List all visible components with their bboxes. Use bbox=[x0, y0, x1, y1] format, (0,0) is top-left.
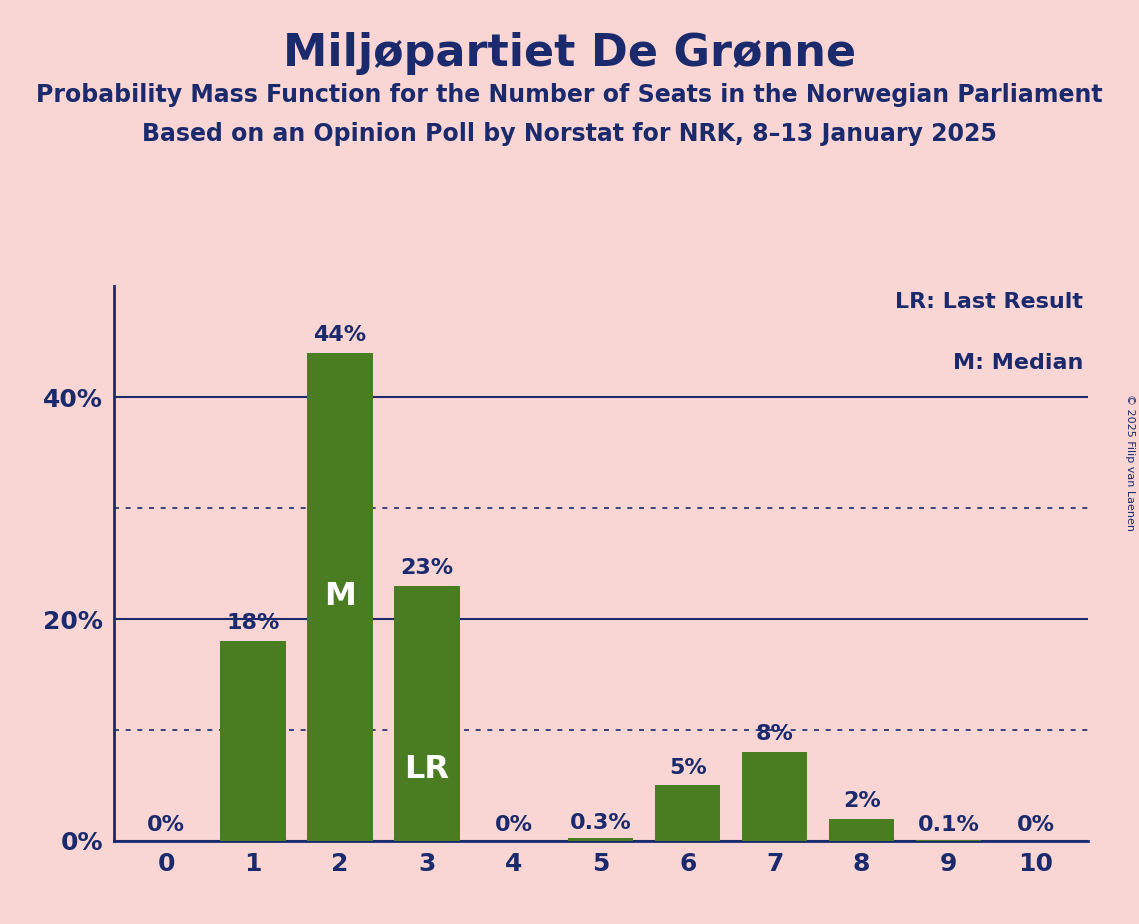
Bar bbox=[655, 785, 720, 841]
Text: M: M bbox=[323, 581, 355, 613]
Text: 0%: 0% bbox=[1017, 815, 1055, 835]
Text: 0%: 0% bbox=[494, 815, 533, 835]
Bar bbox=[568, 837, 633, 841]
Bar bbox=[221, 641, 286, 841]
Text: 0.3%: 0.3% bbox=[570, 813, 632, 833]
Bar bbox=[394, 586, 459, 841]
Text: LR: LR bbox=[404, 754, 450, 784]
Text: 8%: 8% bbox=[756, 724, 794, 745]
Text: 5%: 5% bbox=[669, 758, 706, 778]
Text: © 2025 Filip van Laenen: © 2025 Filip van Laenen bbox=[1125, 394, 1134, 530]
Bar bbox=[743, 752, 808, 841]
Text: 44%: 44% bbox=[313, 325, 367, 346]
Text: Based on an Opinion Poll by Norstat for NRK, 8–13 January 2025: Based on an Opinion Poll by Norstat for … bbox=[142, 122, 997, 146]
Text: 23%: 23% bbox=[401, 558, 453, 578]
Text: 2%: 2% bbox=[843, 791, 880, 811]
Text: M: Median: M: Median bbox=[952, 353, 1083, 373]
Text: Probability Mass Function for the Number of Seats in the Norwegian Parliament: Probability Mass Function for the Number… bbox=[36, 83, 1103, 107]
Text: 18%: 18% bbox=[227, 614, 280, 634]
Bar bbox=[829, 819, 894, 841]
Text: Miljøpartiet De Grønne: Miljøpartiet De Grønne bbox=[282, 32, 857, 76]
Bar bbox=[308, 353, 372, 841]
Text: 0.1%: 0.1% bbox=[918, 815, 980, 835]
Text: 0%: 0% bbox=[147, 815, 185, 835]
Bar bbox=[916, 840, 981, 841]
Text: LR: Last Result: LR: Last Result bbox=[895, 292, 1083, 312]
